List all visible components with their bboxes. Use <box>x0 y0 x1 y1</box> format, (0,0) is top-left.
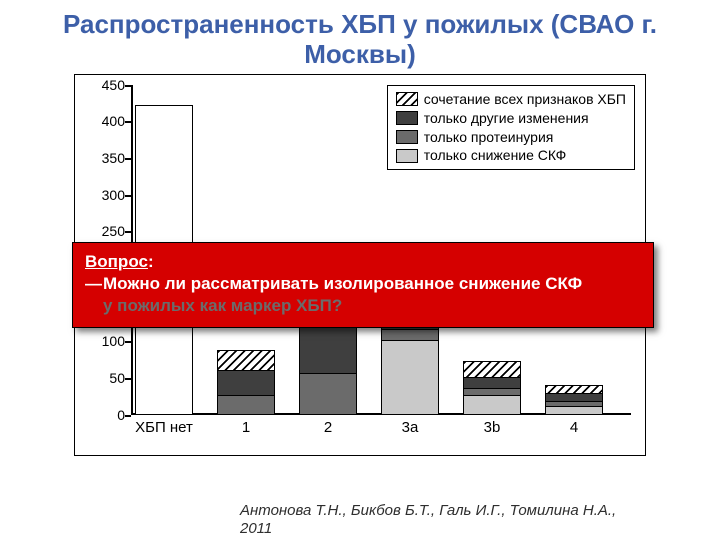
y-tick: 100 <box>81 333 125 349</box>
x-tick-label: 2 <box>299 415 357 436</box>
bar-segment <box>545 385 603 394</box>
x-tick-label: 3а <box>381 415 439 436</box>
legend-row: сочетание всех признаков ХБП <box>396 90 626 109</box>
question-heading-suffix: : <box>148 252 154 271</box>
question-dash: — <box>85 273 103 295</box>
y-tick: 400 <box>81 113 125 129</box>
y-tick: 250 <box>81 223 125 239</box>
legend-row: только протеинурия <box>396 128 626 147</box>
bar-segment <box>299 372 357 414</box>
legend-swatch <box>396 111 418 125</box>
bar-segment <box>463 394 521 414</box>
y-tick: 50 <box>81 370 125 386</box>
bar-segment <box>217 394 275 414</box>
citation: Антонова Т.Н., Бикбов Б.Т., Галь И.Г., Т… <box>240 502 616 538</box>
x-tick-label: 4 <box>545 415 603 436</box>
x-tick-label: 3b <box>463 415 521 436</box>
legend-label: только другие изменения <box>424 109 589 128</box>
legend-swatch <box>396 149 418 163</box>
y-tick: 450 <box>81 77 125 93</box>
legend-swatch <box>396 130 418 144</box>
question-overlay: Вопрос: — Можно ли рассматривать изолиро… <box>72 242 654 328</box>
question-heading: Вопрос <box>85 252 148 271</box>
citation-line1: Антонова Т.Н., Бикбов Б.Т., Галь И.Г., Т… <box>240 502 616 520</box>
legend-row: только снижение СКФ <box>396 146 626 165</box>
y-tick: 0 <box>81 407 125 423</box>
question-line1: Можно ли рассматривать изолированное сни… <box>103 273 582 295</box>
bar-segment <box>463 361 521 378</box>
question-overflow: у пожилых как маркер ХБП? <box>103 295 342 317</box>
bar-segment <box>299 325 357 375</box>
legend-label: только протеинурия <box>424 128 554 147</box>
bar-segment <box>217 369 275 397</box>
legend: сочетание всех признаков ХБПтолько други… <box>387 85 635 171</box>
page-title: Распространенность ХБП у пожилых (СВАО г… <box>40 10 680 70</box>
y-tick: 300 <box>81 187 125 203</box>
x-tick-label: 1 <box>217 415 275 436</box>
legend-label: только снижение СКФ <box>424 146 567 165</box>
legend-row: только другие изменения <box>396 109 626 128</box>
legend-swatch <box>396 92 418 106</box>
x-tick-label: ХБП нет <box>135 415 193 436</box>
bar-segment <box>381 339 439 414</box>
y-tick: 350 <box>81 150 125 166</box>
bar-segment <box>217 350 275 370</box>
legend-label: сочетание всех признаков ХБП <box>424 90 626 109</box>
citation-line2: 2011 <box>240 520 616 538</box>
